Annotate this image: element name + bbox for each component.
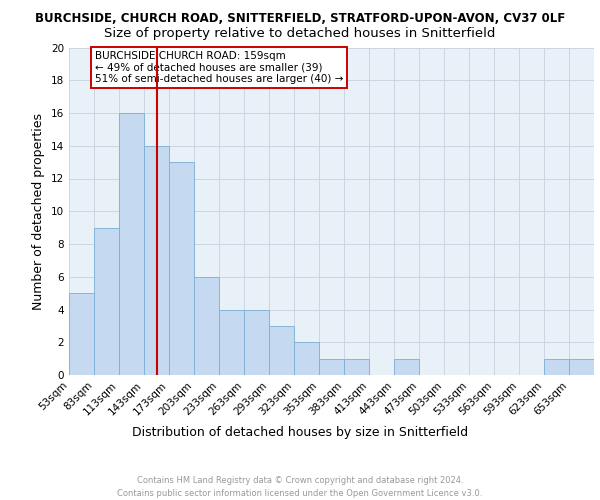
Bar [144, 146, 169, 375]
Text: Size of property relative to detached houses in Snitterfield: Size of property relative to detached ho… [104, 28, 496, 40]
Text: Contains HM Land Registry data © Crown copyright and database right 2024.
Contai: Contains HM Land Registry data © Crown c… [118, 476, 482, 498]
Bar [294, 342, 319, 375]
Bar [219, 310, 244, 375]
Text: BURCHSIDE CHURCH ROAD: 159sqm
← 49% of detached houses are smaller (39)
51% of s: BURCHSIDE CHURCH ROAD: 159sqm ← 49% of d… [95, 51, 343, 84]
Bar [169, 162, 194, 375]
Y-axis label: Number of detached properties: Number of detached properties [32, 113, 46, 310]
Text: BURCHSIDE, CHURCH ROAD, SNITTERFIELD, STRATFORD-UPON-AVON, CV37 0LF: BURCHSIDE, CHURCH ROAD, SNITTERFIELD, ST… [35, 12, 565, 26]
Bar [194, 277, 219, 375]
Bar [319, 358, 344, 375]
Bar [119, 113, 144, 375]
Bar [544, 358, 569, 375]
Bar [94, 228, 119, 375]
Bar [344, 358, 369, 375]
Bar [69, 293, 94, 375]
Bar [269, 326, 294, 375]
Bar [244, 310, 269, 375]
Text: Distribution of detached houses by size in Snitterfield: Distribution of detached houses by size … [132, 426, 468, 439]
Bar [394, 358, 419, 375]
Bar [569, 358, 594, 375]
